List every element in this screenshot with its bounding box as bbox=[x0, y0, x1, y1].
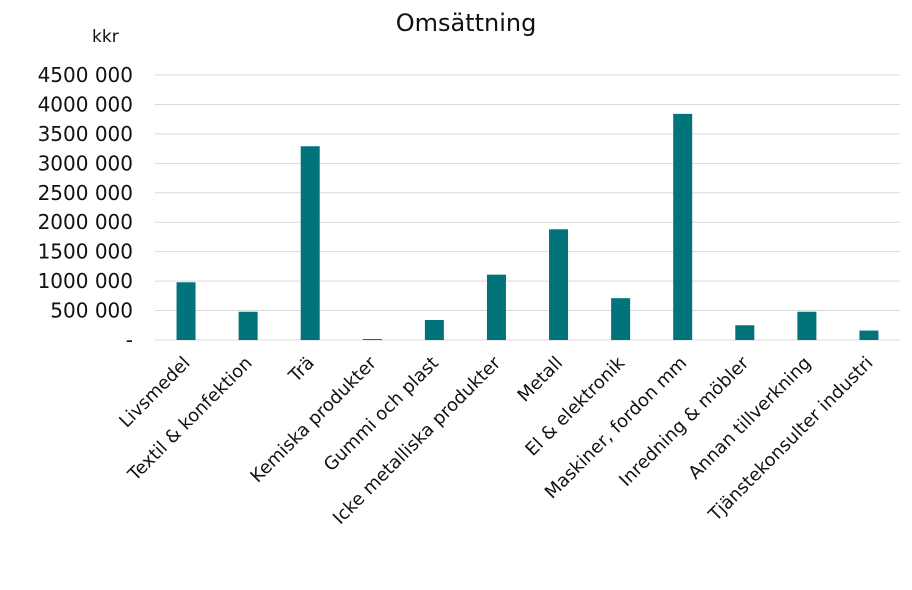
y-tick-label: 2500 000 bbox=[38, 181, 133, 205]
y-tick-label: 4000 000 bbox=[38, 92, 133, 116]
y-tick-label: - bbox=[126, 328, 133, 352]
x-tick-label: Gummi och plast bbox=[320, 353, 443, 476]
y-tick-label: 1000 000 bbox=[38, 269, 133, 293]
bar bbox=[673, 113, 693, 340]
bar bbox=[238, 311, 258, 340]
bars bbox=[176, 113, 879, 340]
x-tick-label: Annan tillverkning bbox=[684, 353, 815, 484]
bar bbox=[735, 325, 755, 340]
y-tick-label: 3000 000 bbox=[38, 151, 133, 175]
bar bbox=[859, 330, 879, 340]
y-tick-label: 500 000 bbox=[50, 299, 133, 323]
y-tick-label: 1500 000 bbox=[38, 240, 133, 264]
bar bbox=[611, 298, 631, 340]
y-tick-label: 3500 000 bbox=[38, 122, 133, 146]
bar bbox=[486, 274, 506, 340]
bar bbox=[362, 339, 382, 340]
y-axis-ticks: - 500 000 1000 000 1500 000 2000 000 2500 000… bbox=[38, 63, 133, 352]
x-tick-label: Textil & konfektion bbox=[123, 353, 256, 486]
y-tick-label: 4500 000 bbox=[38, 63, 133, 87]
y-unit-label: kkr bbox=[92, 27, 119, 47]
y-tick-label: 2000 000 bbox=[38, 210, 133, 234]
bar bbox=[424, 319, 444, 340]
x-tick-label: Metall bbox=[514, 353, 568, 407]
chart-title: Omsättning bbox=[396, 9, 537, 37]
x-tick-label: Trä bbox=[284, 353, 318, 387]
bar bbox=[176, 282, 196, 340]
bar bbox=[549, 229, 569, 340]
bar bbox=[300, 146, 320, 340]
bar bbox=[797, 311, 817, 340]
gridlines bbox=[155, 74, 900, 341]
